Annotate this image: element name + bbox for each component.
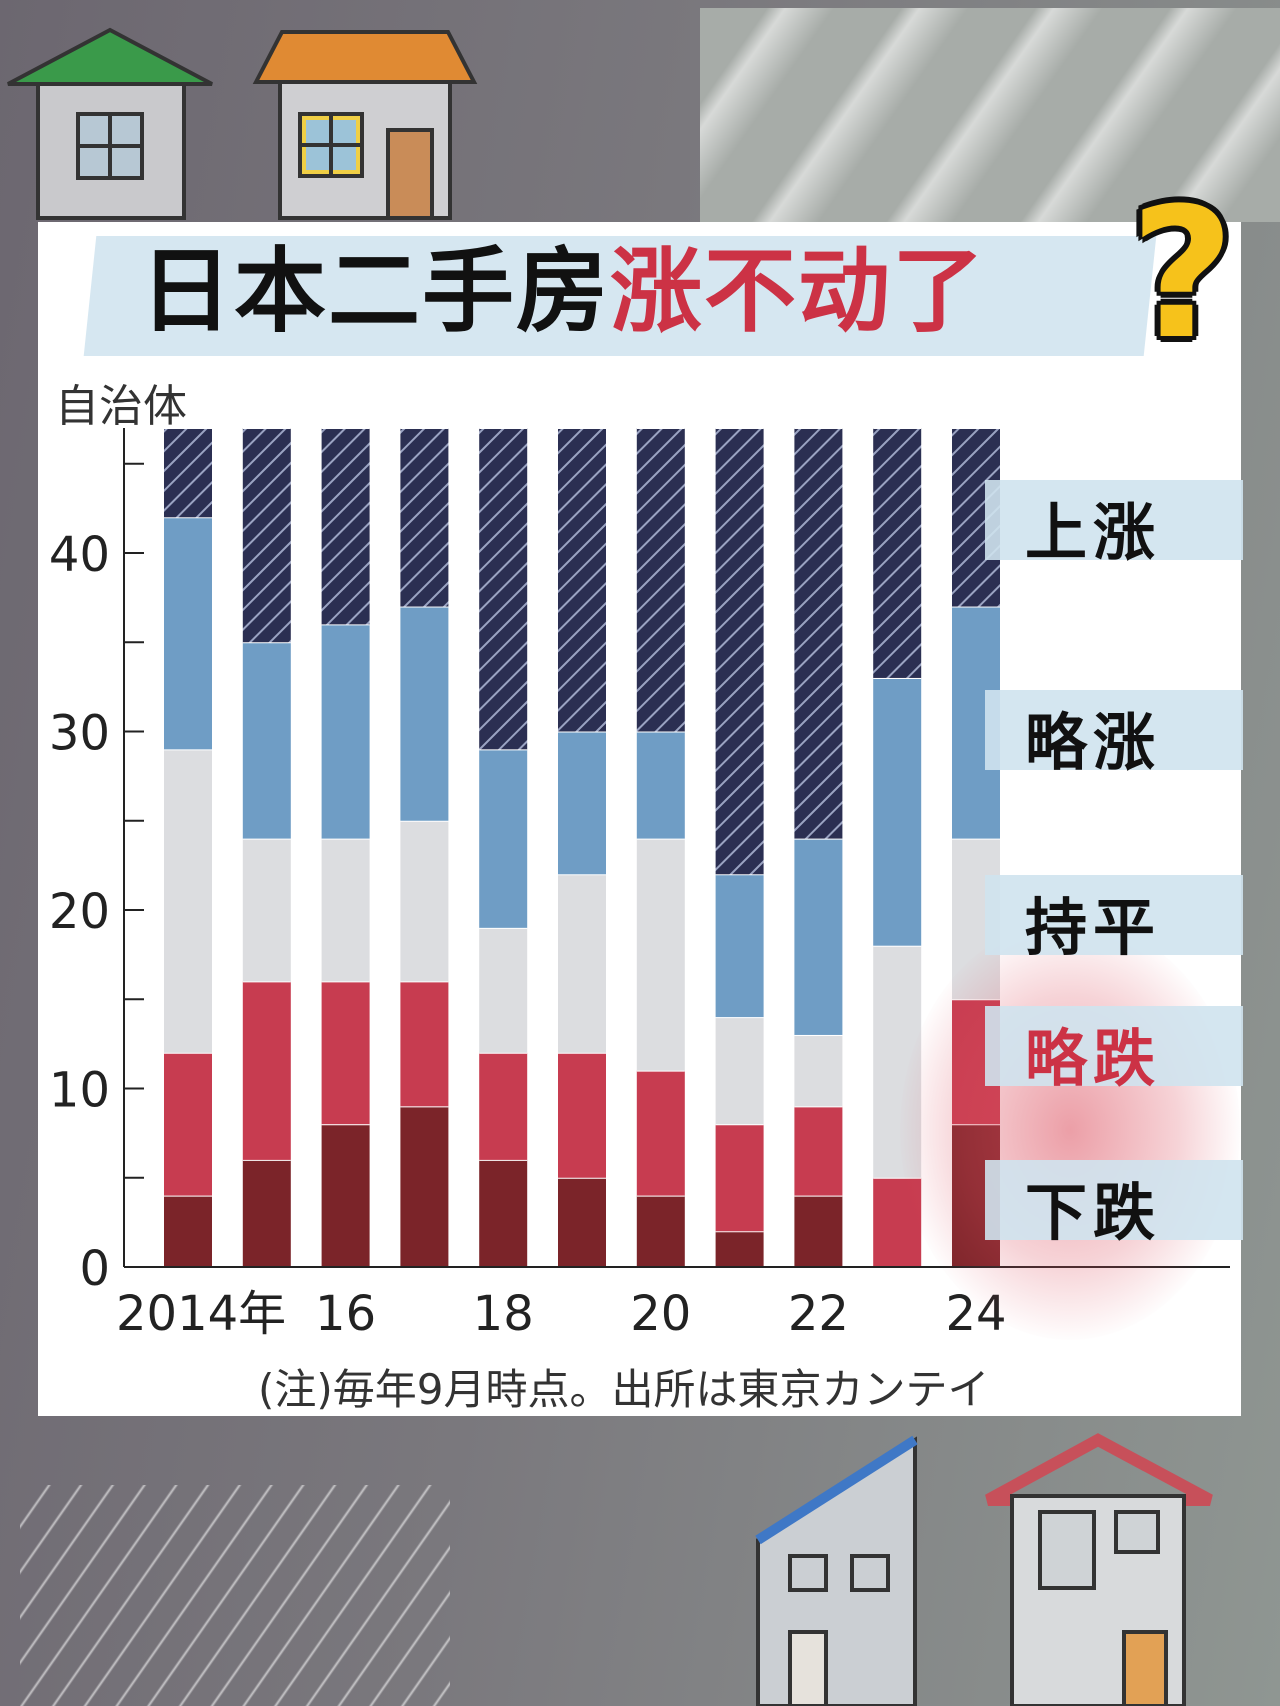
y-tick-label: 30	[49, 706, 110, 762]
bar-segment-2015-slightly_down	[242, 981, 291, 1160]
legend-band-down	[985, 1160, 1243, 1240]
bar-segment-2016-down	[321, 1124, 370, 1267]
bar-segment-2015-up	[242, 428, 291, 643]
legend-label-up: 上涨	[1025, 496, 1162, 569]
bar-segment-2021-down	[715, 1231, 764, 1267]
bar-segment-2018-slightly_down	[479, 1052, 528, 1160]
bar-segment-2016-flat	[321, 838, 370, 982]
bar-segment-2022-slightly_down	[794, 1106, 843, 1196]
legend-band-slightly_up	[985, 690, 1243, 770]
y-tick-label: 40	[49, 527, 110, 583]
legend-label-flat: 持平	[1025, 891, 1162, 964]
bar-segment-2022-slightly_up	[794, 838, 843, 1035]
green-roof-house-icon	[7, 27, 213, 220]
bar-segment-2014-flat	[164, 749, 212, 1053]
bar-segment-2020-slightly_up	[636, 731, 685, 839]
blue-roof-house-icon	[755, 1435, 918, 1706]
bar-segment-2022-flat	[794, 1034, 843, 1107]
bar-segment-2014-slightly_down	[164, 1052, 212, 1196]
legend-band-slightly_down	[985, 1006, 1243, 1086]
bar-segment-2014-down	[164, 1195, 212, 1267]
bar-segment-2023-slightly_up	[873, 677, 922, 946]
y-axis-label: 自治体	[55, 381, 187, 432]
bar-segment-2021-slightly_up	[715, 874, 764, 1018]
bar-segment-2019-flat	[558, 874, 606, 1053]
diagonal-lines-decoration	[20, 1485, 450, 1706]
bar-segment-2021-flat	[715, 1017, 764, 1125]
bar-segment-2018-up	[479, 428, 528, 750]
bar-segment-2017-slightly_up	[400, 606, 449, 821]
bar-segment-2019-up	[558, 428, 606, 732]
bar-segment-2016-slightly_down	[321, 981, 370, 1125]
bar-segment-2020-flat	[636, 838, 685, 1071]
bar-segment-2014-up	[164, 428, 212, 518]
bar-segment-2023-up	[873, 428, 922, 678]
bar-segment-2015-slightly_up	[242, 642, 291, 839]
bar-segment-2022-up	[794, 428, 843, 839]
bar-segment-2018-down	[479, 1159, 528, 1267]
x-tick-label: 18	[473, 1286, 534, 1342]
bar-segment-2017-flat	[400, 820, 449, 982]
bar-segment-2020-slightly_down	[636, 1070, 685, 1196]
bar-segment-2017-slightly_down	[400, 981, 449, 1107]
legend-band-flat	[985, 875, 1243, 955]
title-black-part: 日本二手房	[140, 238, 611, 345]
legend-label-down: 下跌	[1025, 1176, 1162, 1249]
window-glare-decoration	[700, 8, 1280, 222]
bar-segment-2018-flat	[479, 927, 528, 1053]
bar-segment-2017-up	[400, 428, 449, 607]
bar-segment-2020-up	[636, 428, 685, 732]
y-tick-label: 20	[49, 884, 110, 940]
bar-segment-2014-slightly_up	[164, 517, 212, 750]
question-mark-icon: ?	[1130, 170, 1235, 379]
x-tick-label: 22	[788, 1286, 849, 1342]
bar-segment-2017-down	[400, 1106, 449, 1267]
bar-segment-2019-slightly_down	[558, 1052, 606, 1178]
red-glow-decoration	[900, 920, 1240, 1340]
title-red-part: 涨不动了	[610, 238, 987, 345]
page-title: 日本二手房涨不动了	[140, 232, 986, 352]
legend-label-slightly_up: 略涨	[1025, 706, 1162, 779]
bar-segment-2015-down	[242, 1159, 291, 1267]
chart-source-note: (注)毎年9月時点。出所は東京カンテイ	[258, 1365, 990, 1414]
x-tick-label: 2014年	[116, 1286, 286, 1342]
legend-label-slightly_down: 略跌	[1025, 1022, 1162, 1095]
bar-segment-2021-slightly_down	[715, 1124, 764, 1232]
bar-segment-2020-down	[636, 1195, 685, 1267]
bar-segment-2022-down	[794, 1195, 843, 1267]
bar-segment-2016-up	[321, 428, 370, 625]
y-tick-label: 0	[79, 1241, 110, 1297]
bar-segment-2019-down	[558, 1177, 606, 1267]
bar-segment-2018-slightly_up	[479, 749, 528, 928]
bar-segment-2019-slightly_up	[558, 731, 606, 875]
legend-band-up	[985, 480, 1243, 560]
orange-roof-house-icon	[252, 30, 478, 220]
bar-segment-2016-slightly_up	[321, 624, 370, 839]
x-tick-label: 20	[630, 1286, 691, 1342]
bar-segment-2015-flat	[242, 838, 291, 982]
x-tick-label: 16	[315, 1286, 376, 1342]
red-roof-house-icon	[985, 1433, 1213, 1706]
bar-segment-2021-up	[715, 428, 764, 875]
y-tick-label: 10	[49, 1063, 110, 1119]
